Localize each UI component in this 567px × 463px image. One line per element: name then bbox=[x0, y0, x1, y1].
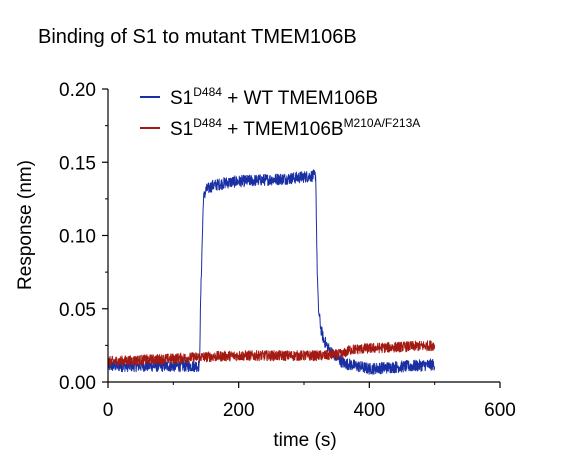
series-layer bbox=[107, 169, 436, 375]
y-axis-label: Response (nm) bbox=[15, 160, 36, 290]
legend-wt-sup: D484 bbox=[193, 85, 222, 99]
x-tick-label: 600 bbox=[484, 400, 516, 421]
legend-wt-main: S1 bbox=[170, 88, 193, 109]
y-axis-ticks: 0.00 0.05 0.10 0.15 0.20 bbox=[59, 80, 108, 394]
series-line-wt bbox=[107, 169, 436, 375]
y-tick-label: 0.00 bbox=[59, 373, 96, 394]
x-axis-label: time (s) bbox=[273, 430, 336, 451]
y-tick-label: 0.10 bbox=[59, 227, 96, 248]
y-tick-label: 0.15 bbox=[59, 153, 96, 174]
legend-label-mutant: S1D484 + TMEM106BM210A/F213A bbox=[170, 116, 420, 140]
legend-wt-rest: + WT TMEM106B bbox=[222, 88, 378, 109]
y-tick-label: 0.20 bbox=[59, 80, 96, 101]
legend-label-wt: S1D484 + WT TMEM106B bbox=[170, 85, 378, 109]
x-tick-label: 0 bbox=[103, 400, 114, 421]
legend: S1D484 + WT TMEM106B S1D484 + TMEM106BM2… bbox=[140, 85, 420, 140]
x-tick-label: 200 bbox=[223, 400, 255, 421]
x-tick-label: 400 bbox=[353, 400, 385, 421]
x-axis-ticks: 0 200 400 600 bbox=[103, 382, 516, 421]
legend-mut-sup2: M210A/F213A bbox=[344, 116, 421, 130]
series-line-mutant bbox=[107, 340, 436, 367]
legend-mut-main: S1 bbox=[170, 119, 193, 140]
legend-mut-sup: D484 bbox=[193, 116, 222, 130]
legend-mut-rest: + TMEM106B bbox=[222, 119, 344, 140]
y-tick-label: 0.05 bbox=[59, 300, 96, 321]
chart-title: Binding of S1 to mutant TMEM106B bbox=[38, 26, 357, 48]
